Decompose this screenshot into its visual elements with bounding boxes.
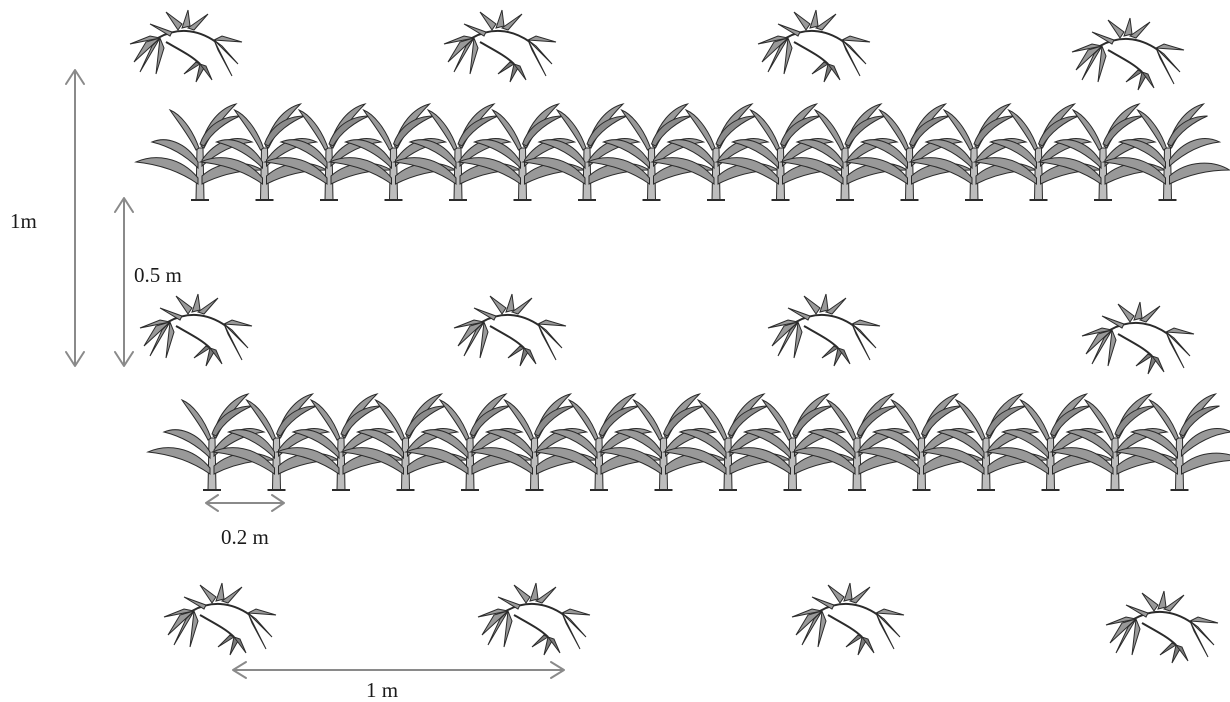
cassava-plant-icon xyxy=(443,9,557,83)
cassava-row-bottom xyxy=(163,582,1219,664)
cassava-row-top xyxy=(129,9,1185,91)
cassava-plant-icon xyxy=(1071,17,1185,91)
row-spacing-05m-label: 0.5 m xyxy=(134,263,182,287)
cassava-plant-icon xyxy=(767,293,881,367)
cassava-plant-icon xyxy=(129,9,243,83)
cassava-plant-icon xyxy=(1081,301,1195,375)
cassava-plant-icon xyxy=(453,293,567,367)
maize-row-upper xyxy=(135,103,1230,201)
cassava-plant-icon xyxy=(163,582,277,656)
row-spacing-1m-label: 1m xyxy=(10,209,37,233)
cassava-plant-icon xyxy=(477,582,591,656)
row-spacing-05m-arrow xyxy=(114,197,134,367)
maize-spacing-arrow xyxy=(205,494,285,512)
cassava-plant-icon xyxy=(139,293,253,367)
cassava-spacing-label: 1 m xyxy=(366,678,398,702)
cassava-plant-icon xyxy=(757,9,871,83)
maize-spacing-label: 0.2 m xyxy=(221,525,269,549)
cassava-spacing-arrow xyxy=(232,661,565,679)
maize-row-lower xyxy=(147,393,1230,491)
cassava-row-middle xyxy=(139,293,1195,375)
cassava-plant-icon xyxy=(1105,590,1219,664)
cassava-plant-icon xyxy=(791,582,905,656)
row-spacing-1m-arrow xyxy=(65,69,85,367)
